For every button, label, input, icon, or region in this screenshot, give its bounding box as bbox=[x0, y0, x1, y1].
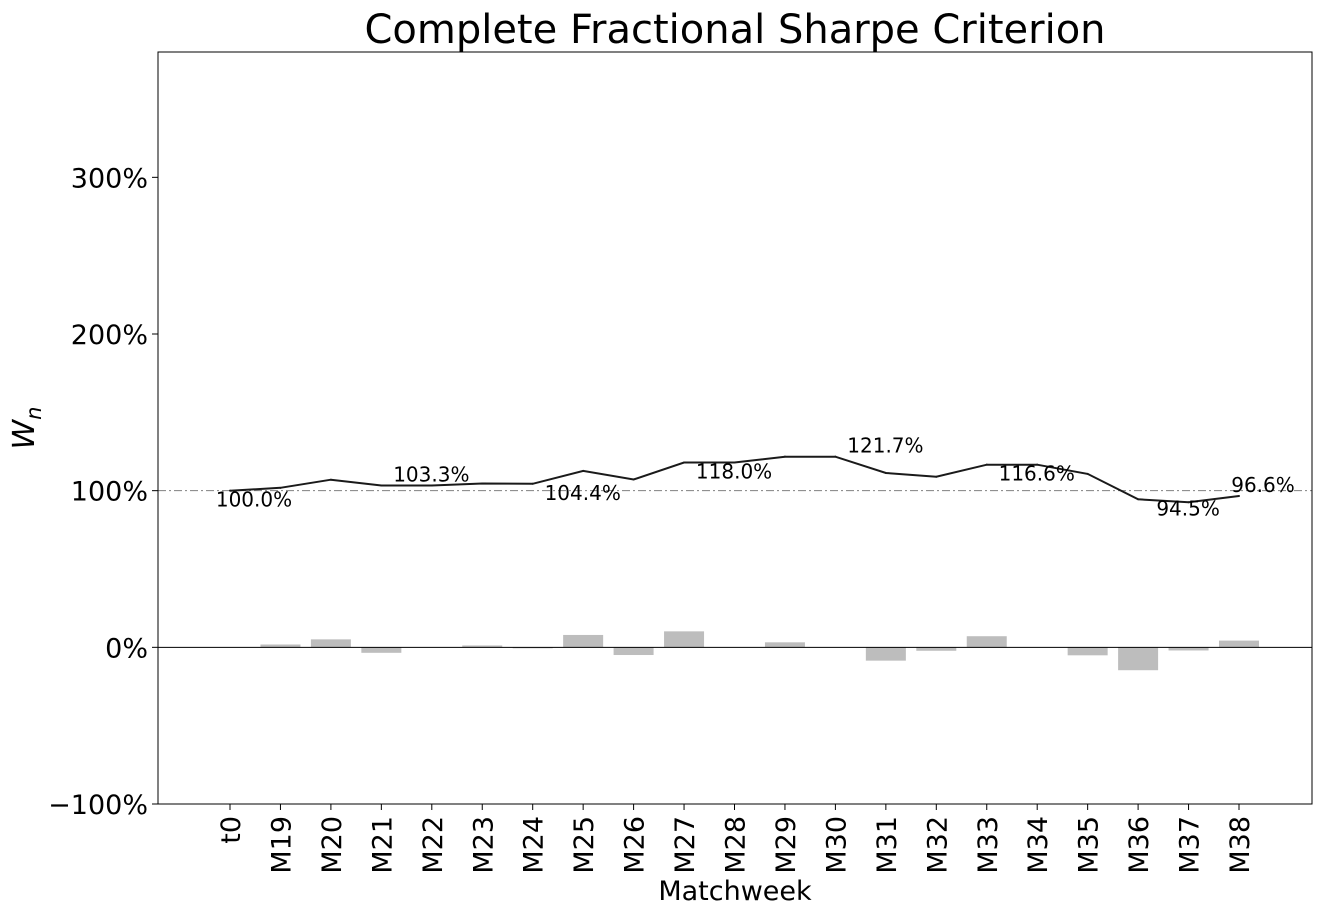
data-label-M24: 104.4% bbox=[545, 481, 621, 505]
y-axis-label-sub: n bbox=[22, 407, 46, 420]
point-M36 bbox=[1137, 498, 1140, 501]
x-tick-label-M28: M28 bbox=[721, 816, 752, 874]
bar-M37 bbox=[1168, 647, 1209, 651]
data-label-M33: 116.6% bbox=[999, 462, 1075, 486]
point-M33 bbox=[985, 463, 988, 466]
point-M22 bbox=[430, 484, 433, 487]
point-M37 bbox=[1187, 501, 1190, 504]
bar-M21 bbox=[361, 647, 402, 653]
x-tick-label-M32: M32 bbox=[922, 816, 953, 874]
reference-lines bbox=[158, 490, 1312, 648]
data-label-M21: 103.3% bbox=[393, 462, 469, 486]
bar-M35 bbox=[1067, 647, 1108, 656]
x-axis: t0 M19 M20 M21 M22 M23 M24 M25 M26 M27 M28 M29 M30 M3… bbox=[216, 804, 1256, 874]
x-tick-label-M36: M36 bbox=[1124, 816, 1155, 874]
point-M35 bbox=[1086, 472, 1089, 475]
x-tick-label-M38: M38 bbox=[1225, 816, 1256, 874]
data-label-M30: 121.7% bbox=[847, 434, 923, 458]
y-axis: −100% 0% 100% 200% 300% bbox=[48, 163, 158, 821]
bar-M27 bbox=[664, 631, 705, 648]
x-tick-label-M23: M23 bbox=[468, 816, 499, 874]
bar-M26 bbox=[613, 647, 654, 656]
x-tick-label-t0: t0 bbox=[216, 816, 247, 844]
bar-M33 bbox=[966, 636, 1007, 648]
data-label-M38: 96.6% bbox=[1231, 473, 1295, 497]
x-tick-label-M26: M26 bbox=[620, 816, 651, 874]
bar-M31 bbox=[865, 647, 906, 661]
data-labels: 100.0% 103.3% 104.4% 118.0% 121.7% 116.6% 94.5… bbox=[216, 434, 1295, 521]
x-tick-label-M20: M20 bbox=[317, 816, 348, 874]
point-M29 bbox=[783, 455, 786, 458]
point-M27 bbox=[683, 461, 686, 464]
point-M24 bbox=[531, 482, 534, 485]
point-M20 bbox=[329, 478, 332, 481]
line-series bbox=[229, 455, 1240, 504]
x-tick-label-M24: M24 bbox=[519, 816, 550, 874]
x-tick-label-M30: M30 bbox=[821, 816, 852, 874]
x-tick-label-M37: M37 bbox=[1175, 816, 1206, 874]
point-M38 bbox=[1238, 494, 1240, 497]
x-tick-label-M27: M27 bbox=[670, 816, 701, 874]
point-M19 bbox=[279, 486, 282, 489]
x-tick-label-M22: M22 bbox=[418, 816, 449, 874]
y-tick-label-0: 0% bbox=[105, 633, 148, 664]
bar-series bbox=[260, 631, 1259, 671]
x-tick-label-M29: M29 bbox=[771, 816, 802, 874]
bar-M20 bbox=[310, 639, 351, 648]
chart-title: Complete Fractional Sharpe Criterion bbox=[364, 7, 1105, 53]
bar-M38 bbox=[1219, 640, 1259, 648]
data-label-t0: 100.0% bbox=[216, 488, 292, 512]
bar-M36 bbox=[1118, 647, 1159, 671]
y-axis-label: Wn bbox=[7, 407, 46, 450]
x-tick-label-M33: M33 bbox=[973, 816, 1004, 874]
point-M25 bbox=[582, 469, 585, 472]
x-tick-label-M19: M19 bbox=[266, 816, 297, 874]
data-label-M27: 118.0% bbox=[696, 459, 772, 483]
point-M31 bbox=[884, 471, 887, 474]
bar-M23 bbox=[462, 645, 503, 648]
y-tick-label--100: −100% bbox=[48, 790, 148, 821]
y-tick-label-100: 100% bbox=[71, 477, 148, 508]
point-M30 bbox=[834, 455, 837, 458]
bar-M19 bbox=[260, 644, 301, 648]
bar-M32 bbox=[916, 647, 957, 651]
point-M23 bbox=[481, 482, 484, 485]
point-t0 bbox=[229, 489, 231, 492]
x-tick-label-M21: M21 bbox=[367, 816, 398, 874]
point-M32 bbox=[935, 475, 938, 478]
point-M34 bbox=[1036, 463, 1039, 466]
point-M26 bbox=[632, 478, 635, 481]
x-tick-label-M25: M25 bbox=[569, 816, 600, 874]
data-label-M36: 94.5% bbox=[1156, 496, 1220, 520]
bar-M25 bbox=[563, 634, 604, 648]
point-M21 bbox=[380, 484, 383, 487]
x-tick-label-M31: M31 bbox=[872, 816, 903, 874]
bar-M29 bbox=[764, 642, 805, 648]
y-tick-label-300: 300% bbox=[71, 163, 148, 194]
x-axis-label: Matchweek bbox=[658, 876, 812, 907]
y-axis-label-main: W bbox=[7, 418, 42, 449]
x-tick-label-M34: M34 bbox=[1023, 816, 1054, 874]
plot-frame bbox=[157, 51, 1313, 805]
y-tick-label-200: 200% bbox=[71, 320, 148, 351]
point-M28 bbox=[733, 461, 736, 464]
x-tick-label-M35: M35 bbox=[1074, 816, 1105, 874]
